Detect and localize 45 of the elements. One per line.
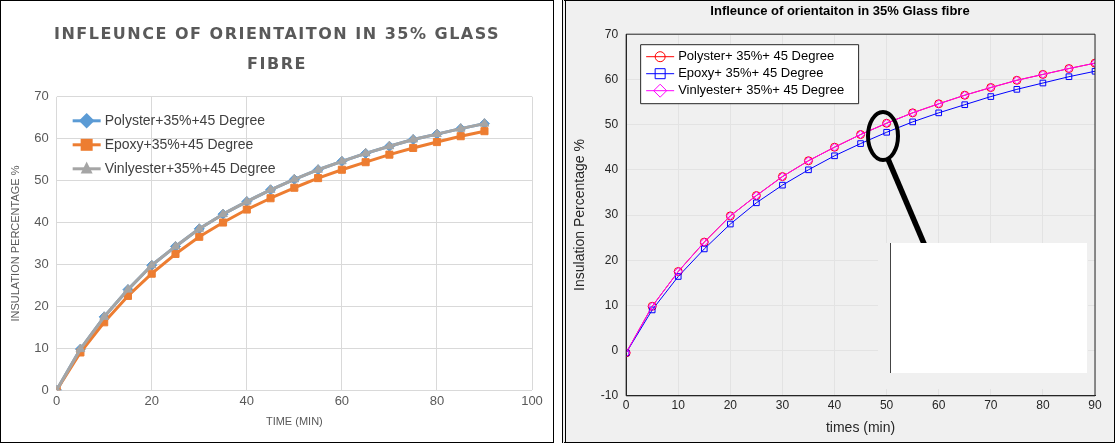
x-tick-label: 10	[671, 398, 686, 413]
legend-label: Epoxy+ 35%+ 45 Degree	[678, 65, 824, 81]
y-tick-label: 50	[604, 116, 619, 131]
x-tick-label: 80	[1036, 398, 1050, 413]
x-tick-label: 0	[622, 398, 630, 413]
legend-label: Polyster+35%+45 Degree	[104, 111, 266, 128]
y-tick-label: 30	[34, 256, 49, 272]
y-tick-label: 40	[604, 162, 619, 177]
legend-label: Vinlyester+ 35%+ 45 Degree	[678, 82, 845, 98]
y-tick-label: 50	[34, 172, 49, 188]
y-tick-label: 20	[34, 297, 49, 313]
x-axis-title: times (min)	[825, 419, 896, 436]
y-tick-label: 10	[34, 339, 49, 355]
y-tick-label: 60	[34, 130, 49, 146]
x-axis-title: TIME (MIN)	[265, 415, 323, 428]
y-tick-label: 30	[604, 207, 619, 222]
x-tick-label: 20	[723, 398, 738, 413]
y-axis-title: INSULATION PERCENTAGE %	[8, 165, 21, 322]
y-tick-label: 20	[604, 252, 619, 267]
legend-label: Vinlyester+35%+45 Degree	[104, 159, 276, 176]
x-tick-label: 70	[984, 398, 998, 413]
x-tick-label: 50	[879, 398, 894, 413]
x-tick-label: 60	[932, 398, 946, 413]
x-tick-label: 80	[429, 392, 445, 408]
y-tick-label: 10	[604, 297, 619, 312]
y-tick-label: 70	[34, 88, 49, 104]
x-tick-label: 0	[53, 392, 61, 408]
y-tick-label: 60	[604, 71, 619, 86]
x-tick-label: 40	[827, 398, 842, 413]
y-tick-label: 70	[604, 26, 619, 41]
y-tick-label: -10	[600, 388, 619, 403]
y-tick-label: 0	[41, 381, 49, 397]
x-tick-label: 100	[521, 392, 543, 408]
x-tick-label: 20	[144, 392, 159, 408]
y-tick-label: 0	[611, 342, 619, 357]
y-axis-title: Insulation Percentage %	[571, 139, 588, 291]
chart-title: Infleunce of orientaiton in 35% Glass fibre	[709, 3, 971, 19]
x-tick-label: 40	[239, 392, 255, 408]
x-tick-label: 90	[1088, 398, 1102, 413]
legend-label: Polyster+ 35%+ 45 Degree	[678, 48, 835, 64]
x-tick-label: 60	[334, 392, 350, 408]
chart-title: INFLEUNCE OF ORIENTAITON IN 35% GLASS FIBRE	[52, 23, 502, 75]
y-tick-label: 40	[34, 214, 49, 230]
legend-label: Epoxy+35%+45 Degree	[104, 135, 254, 152]
x-tick-label: 30	[775, 398, 790, 413]
